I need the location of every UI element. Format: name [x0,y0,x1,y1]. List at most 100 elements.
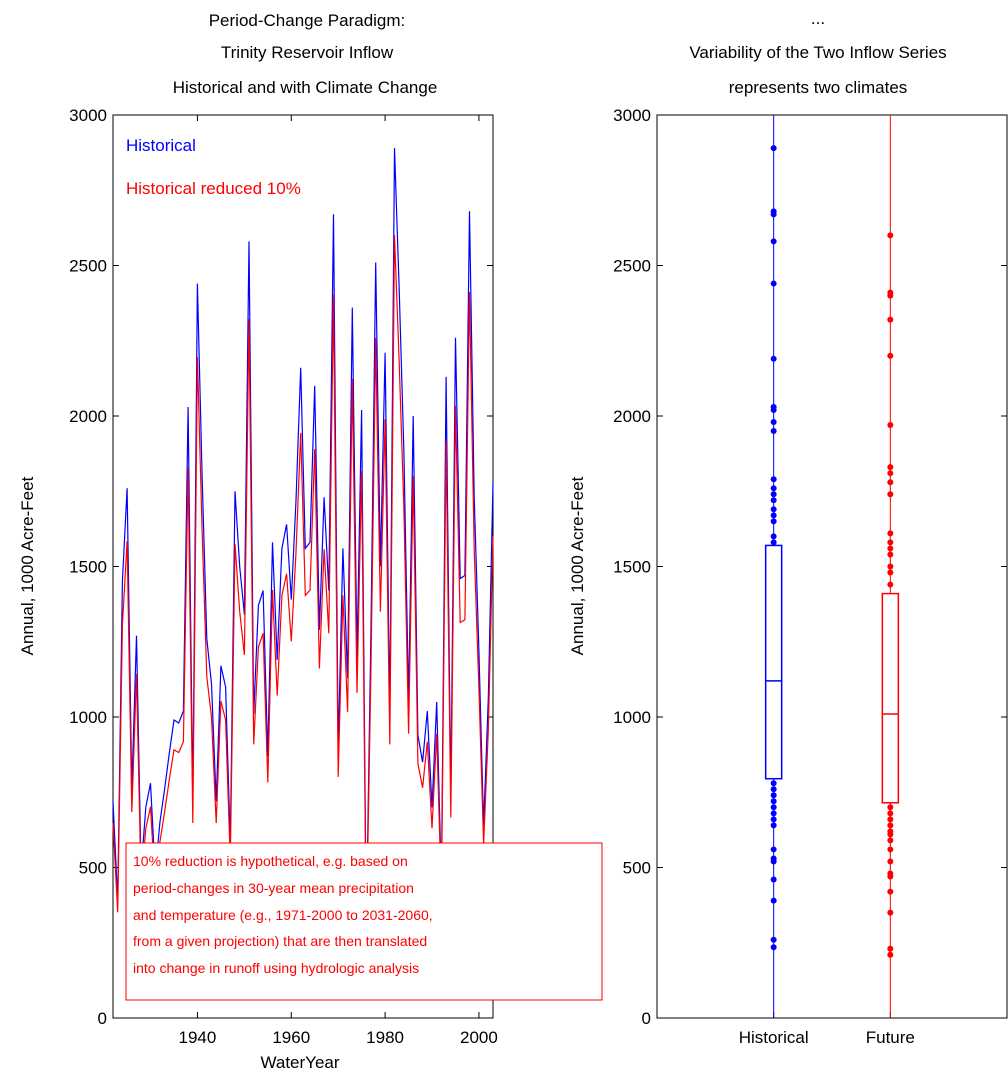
right-y-tick-label: 2500 [613,257,651,276]
left-y-tick-label: 1500 [69,558,107,577]
boxplot-historical [764,115,783,1018]
boxplot-point [887,888,894,895]
boxplot-point [887,530,894,537]
legend-historical-reduced: Historical reduced 10% [126,179,301,198]
boxplot-point [887,316,894,323]
boxplot-point [770,512,777,519]
boxplot-point [770,539,777,546]
right-y-tick-label: 1500 [613,558,651,577]
annotation-line-1: 10% reduction is hypothetical, e.g. base… [133,853,408,869]
right-y-tick-label: 500 [623,859,651,878]
boxplot-point [887,491,894,498]
boxplot-point [770,858,777,865]
left-axis-ticks: 0 500 1000 1500 2000 2500 3000 1940 1960 1980 2000 [69,106,498,1047]
boxplot-point [887,822,894,829]
boxplot-point [887,352,894,359]
boxplot-point [887,951,894,958]
boxplot-point [887,563,894,570]
boxplot-point [770,476,777,483]
right-chart-title-line-3: represents two climates [729,78,908,97]
left-chart: Period-Change Paradigm: Trinity Reservoi… [18,11,603,1072]
right-boxplots [764,115,900,1018]
boxplot-point [770,406,777,413]
boxplot-point [770,506,777,513]
boxplot-box [881,592,900,804]
left-chart-title-line-1: Period-Change Paradigm: [209,11,406,30]
right-y-axis-label: Annual, 1000 Acre-Feet [568,476,587,655]
boxplot-point [887,810,894,817]
boxplot-point [770,804,777,811]
boxplot-point [770,518,777,525]
left-y-tick-label: 2500 [69,257,107,276]
left-chart-title-line-2: Trinity Reservoir Inflow [221,43,394,62]
right-x-tick-label: Historical [739,1028,809,1047]
boxplot-point [770,497,777,504]
right-y-tick-label: 0 [642,1009,651,1028]
boxplot-point [887,804,894,811]
boxplot-point [770,792,777,799]
reduced-series-line [112,235,494,937]
left-y-tick-label: 3000 [69,106,107,125]
boxplot-point [770,211,777,218]
boxplot-point [887,909,894,916]
boxplot-point [887,422,894,429]
right-y-tick-label: 1000 [613,708,651,727]
boxplot-point [770,816,777,823]
boxplot-point [770,355,777,362]
annotation-frame [125,842,603,1001]
boxplot-point [770,846,777,853]
left-y-axis-label: Annual, 1000 Acre-Feet [18,476,37,655]
left-y-tick-label: 1000 [69,708,107,727]
boxplot-point [770,798,777,805]
boxplot-point [887,569,894,576]
legend-historical: Historical [126,136,196,155]
boxplot-point [770,780,777,787]
boxplot-point [770,485,777,492]
left-series-lines [112,148,494,937]
annotation-line-4: from a given projection) that are then t… [133,933,427,949]
boxplot-point [770,822,777,829]
boxplot-point [770,238,777,245]
boxplot-point [887,232,894,239]
left-y-tick-label: 500 [79,859,107,878]
annotation-line-3: and temperature (e.g., 1971-2000 to 2031… [133,907,433,923]
historical-series-line [112,148,494,928]
boxplot-point [887,292,894,299]
annotation-box: 10% reduction is hypothetical, e.g. base… [125,842,603,1001]
boxplot-point [887,470,894,477]
boxplot-point [770,280,777,287]
boxplot-point [887,831,894,838]
right-chart-title-line-1: ... [811,9,825,28]
boxplot-point [770,428,777,435]
boxplot-point [887,945,894,952]
right-chart-title-line-2: Variability of the Two Inflow Series [689,43,946,62]
boxplot-point [887,581,894,588]
left-x-tick-label: 2000 [460,1028,498,1047]
boxplot-point [887,539,894,546]
left-x-tick-label: 1980 [366,1028,404,1047]
boxplot-point [887,873,894,880]
boxplot-point [887,479,894,486]
right-chart: ... Variability of the Two Inflow Series… [568,9,1008,1047]
boxplot-point [887,846,894,853]
right-y-tick-label: 2000 [613,407,651,426]
boxplot-point [770,936,777,943]
boxplot-point [770,533,777,540]
annotation-line-2: period-changes in 30-year mean precipita… [133,880,414,896]
annotation-line-5: into change in runoff using hydrologic a… [133,960,419,976]
boxplot-point [770,786,777,793]
left-y-tick-label: 0 [98,1009,107,1028]
boxplot-point [887,545,894,552]
boxplot-point [887,816,894,823]
boxplot-point [887,837,894,844]
boxplot-point [887,551,894,558]
boxplot-point [770,810,777,817]
right-y-tick-label: 3000 [613,106,651,125]
boxplot-point [770,876,777,883]
boxplot-point [770,897,777,904]
left-chart-title-line-3: Historical and with Climate Change [173,78,438,97]
boxplot-point [887,464,894,471]
boxplot-point [770,491,777,498]
boxplot-box [764,544,783,780]
boxplot-future [881,115,900,1018]
